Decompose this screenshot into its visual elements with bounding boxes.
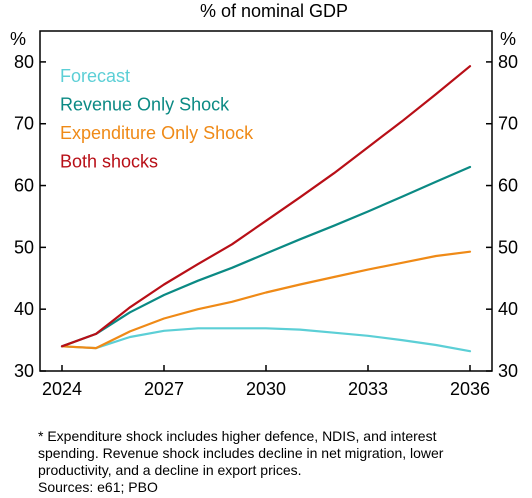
series-line xyxy=(60,65,472,348)
legend-entry: Revenue Only Shock xyxy=(60,95,230,115)
y-tick-label-right: 70 xyxy=(498,114,518,134)
x-tick-label: 2027 xyxy=(144,379,184,399)
chart: % of nominal GDP % % 30 30 40 40 50 50 60 60 70 7… xyxy=(10,1,518,399)
y-tick-label-left: 80 xyxy=(14,52,34,72)
x-tick-label: 2033 xyxy=(348,379,388,399)
series-line xyxy=(60,165,472,348)
y-tick-label-left: 50 xyxy=(14,237,34,257)
y-tick-label-left: 30 xyxy=(14,361,34,381)
y-tick-label-right: 50 xyxy=(498,237,518,257)
y-tick-label-left: 40 xyxy=(14,299,34,319)
y-tick-label-right: 80 xyxy=(498,52,518,72)
y-tick-label-right: 40 xyxy=(498,299,518,319)
footnote-line: * Expenditure shock includes higher defe… xyxy=(38,428,437,444)
legend-entry: Both shocks xyxy=(60,152,158,172)
series-line xyxy=(60,327,472,353)
x-tick-label: 2036 xyxy=(450,379,490,399)
y-unit-left: % xyxy=(10,29,26,49)
y-tick-label-left: 70 xyxy=(14,114,34,134)
chart-title: % of nominal GDP xyxy=(200,1,348,21)
y-tick-label-right: 60 xyxy=(498,176,518,196)
y-tick-label-right: 30 xyxy=(498,361,518,381)
y-unit-right: % xyxy=(500,29,516,49)
x-tick-label: 2024 xyxy=(42,379,82,399)
legend-entry: Expenditure Only Shock xyxy=(60,123,254,143)
footnote-line: spending. Revenue shock includes decline… xyxy=(38,445,444,461)
y-tick-label-left: 60 xyxy=(14,176,34,196)
sources-line: Sources: e61; PBO xyxy=(38,479,158,495)
legend-entry: Forecast xyxy=(60,66,130,86)
footnote-line: productivity, and a decline in export pr… xyxy=(38,462,302,478)
series-line xyxy=(60,250,472,350)
x-tick-label: 2030 xyxy=(246,379,286,399)
footnote: * Expenditure shock includes higher defe… xyxy=(38,428,508,496)
